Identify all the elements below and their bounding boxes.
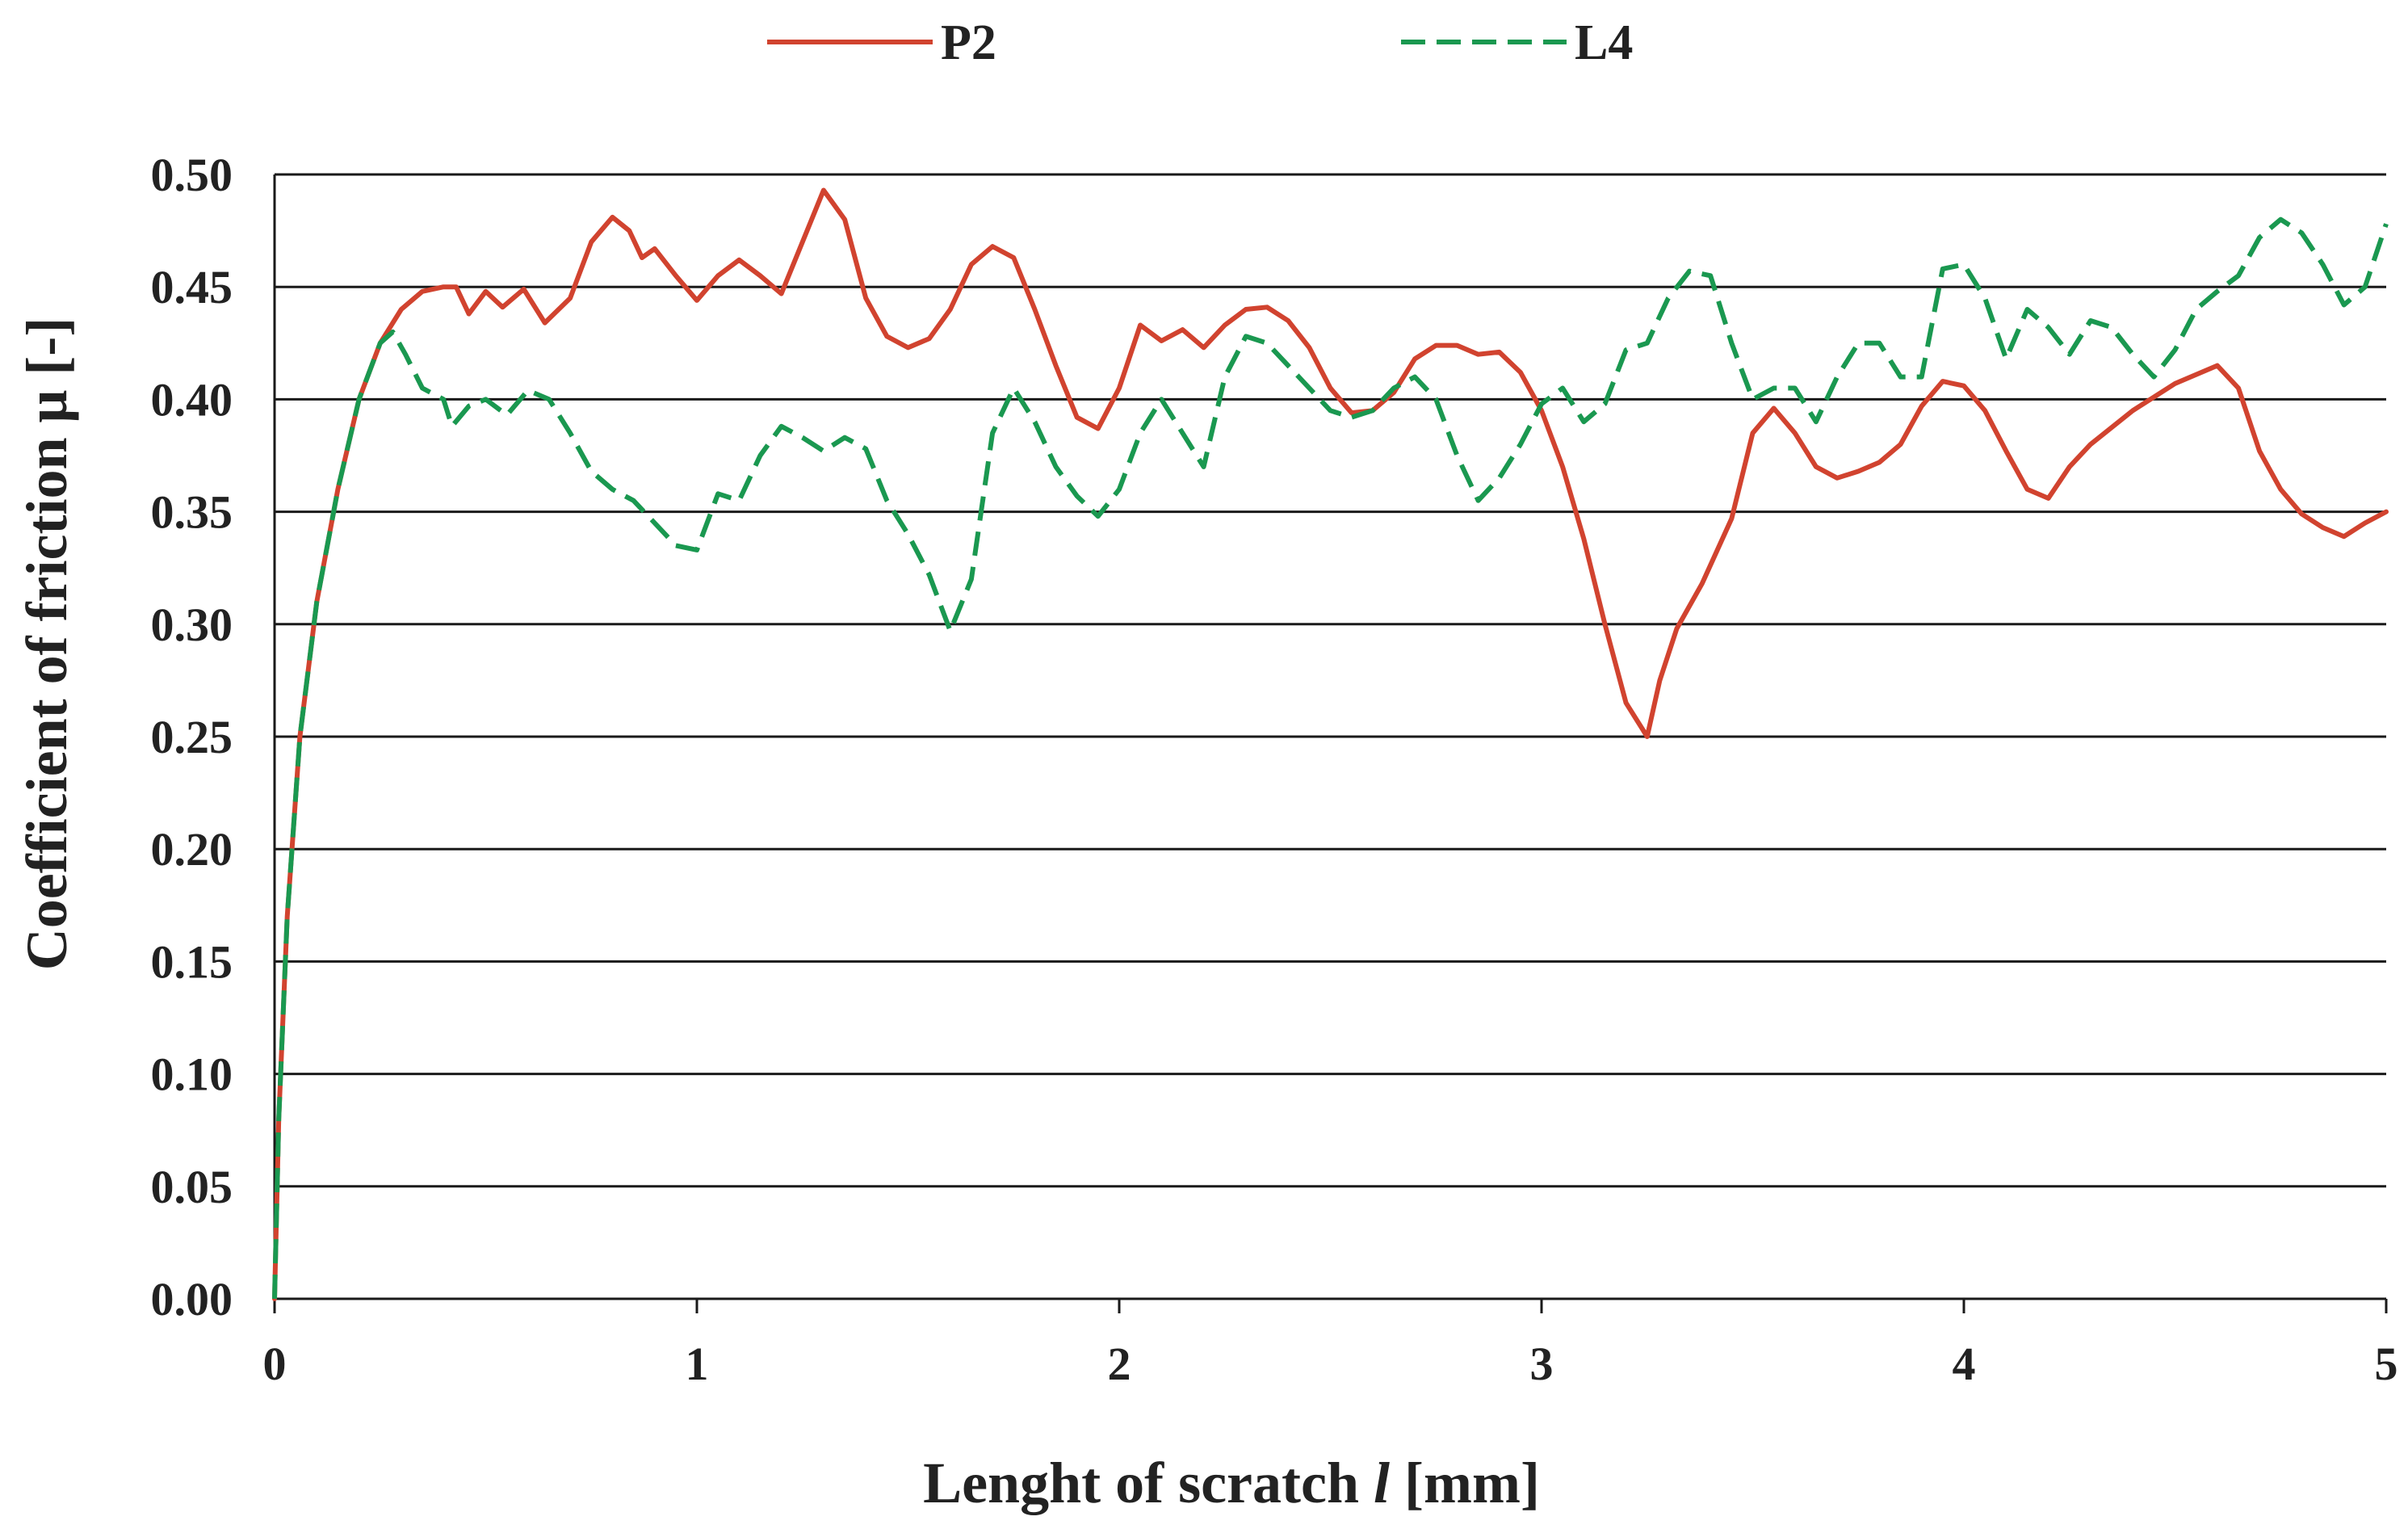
x-tick-label: 5 [2375,1338,2398,1390]
y-tick-label: 0.05 [151,1161,233,1213]
y-tick-label: 0.45 [151,261,233,313]
x-tick-label: 0 [263,1338,287,1390]
y-tick-label: 0.20 [151,823,233,876]
x-axis-label-unit: [mm] [1404,1451,1540,1515]
legend: P2 L4 [767,15,1633,70]
legend-label-l4: L4 [1575,15,1633,70]
y-tick-label: 0.35 [151,486,233,539]
gridlines [275,173,2386,1188]
x-tick-label: 4 [1953,1338,1976,1390]
y-tick-label: 0.00 [151,1273,233,1325]
series-line-l4 [272,216,2389,1300]
series-line-p2 [272,187,2389,1301]
x-axis-label-text: Lenght of scratch [923,1451,1359,1515]
x-tick-label: 1 [686,1338,709,1390]
y-tick-label: 0.40 [151,373,233,426]
series-lines [272,187,2389,1301]
x-tick-label: 2 [1108,1338,1131,1390]
x-tick-labels: 0 1 2 3 4 5 [263,1338,2398,1390]
x-axis-label-variable: l [1374,1451,1390,1515]
y-axis-label: Coefficient of friction μ [-] [15,317,79,971]
legend-label-p2: P2 [941,15,996,70]
y-tick-label: 0.30 [151,599,233,651]
y-tick-label: 0.25 [151,711,233,763]
y-tick-label: 0.10 [151,1048,233,1101]
y-tick-label: 0.50 [151,149,233,201]
y-tick-label: 0.15 [151,935,233,988]
x-axis-label: Lenght of scratch l [mm] [923,1451,1540,1515]
x-tick-label: 3 [1530,1338,1554,1390]
y-tick-labels: 0.00 0.05 0.10 0.15 0.20 0.25 0.30 0.35 0.40 0.45… [151,149,233,1325]
axes [273,174,2388,1313]
